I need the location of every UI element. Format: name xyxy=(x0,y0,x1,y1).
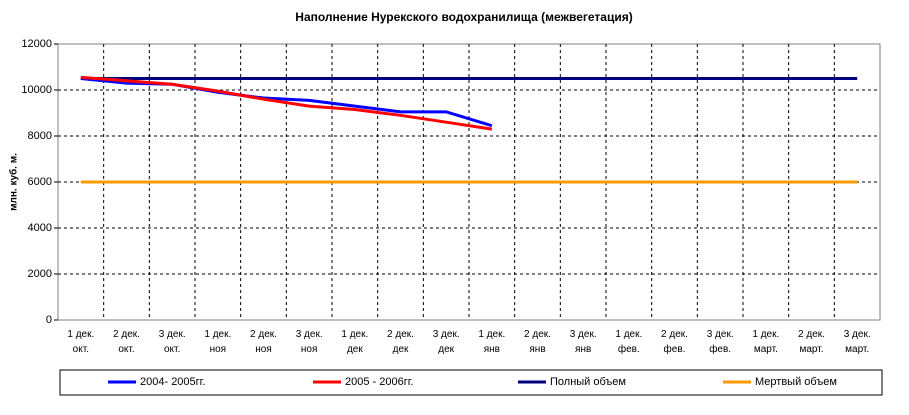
y-tick-label: 12000 xyxy=(21,38,52,50)
y-tick-label: 4000 xyxy=(28,222,52,234)
x-tick-label: 3 дек. окт. xyxy=(158,329,186,355)
legend-label: 2005 - 2006гг. xyxy=(345,376,413,388)
x-tick-label: 2 дек. фев. xyxy=(661,329,688,355)
y-tick-label: 10000 xyxy=(21,84,52,96)
legend-label: 2004- 2005гг. xyxy=(140,376,205,388)
x-tick-label: 3 дек. дек xyxy=(432,329,460,355)
x-tick-label: 1 дек. фев. xyxy=(615,329,643,355)
x-tick-label: 2 дек. дек xyxy=(387,329,414,355)
x-tick-label: 2 дек. март. xyxy=(798,329,825,355)
x-tick-label: 2 дек. янв xyxy=(524,329,551,355)
x-tick-label: 1 дек. ноя xyxy=(204,329,232,355)
x-tick-label: 1 дек. янв xyxy=(478,329,506,355)
chart-title: Наполнение Нурекского водохранилища (меж… xyxy=(295,10,632,24)
y-tick-label: 8000 xyxy=(28,130,52,142)
y-tick-label: 6000 xyxy=(28,176,52,188)
x-tick-label: 1 дек. март. xyxy=(752,329,780,355)
x-tick-label: 3 дек. ноя xyxy=(295,329,323,355)
x-tick-label: 2 дек. окт. xyxy=(113,329,140,355)
legend-label: Мертвый объем xyxy=(755,376,837,388)
x-tick-label: 1 дек. окт. xyxy=(67,329,95,355)
x-tick-label: 1 дек. дек xyxy=(341,329,369,355)
x-tick-label: 3 дек. янв xyxy=(569,329,597,355)
series-line xyxy=(80,75,493,131)
legend-label: Полный объем xyxy=(550,376,626,388)
y-tick-label: 0 xyxy=(46,314,52,326)
y-tick-label: 2000 xyxy=(28,268,52,280)
x-tick-label: 2 дек. ноя xyxy=(250,329,277,355)
x-tick-label: 3 дек. фев. xyxy=(706,329,734,355)
x-tick-label: 3 дек. март. xyxy=(843,329,871,355)
y-axis-label: млн. куб. м. xyxy=(8,153,20,211)
